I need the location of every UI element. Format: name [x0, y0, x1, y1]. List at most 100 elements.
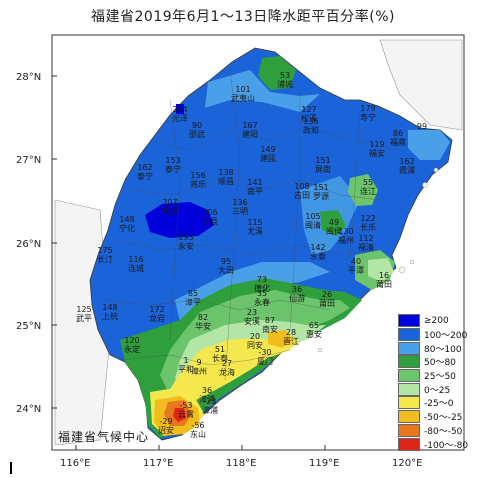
legend-item: 0～25 — [398, 382, 468, 396]
legend-item: -25～0 — [398, 396, 468, 410]
station-name: 宁化 — [119, 223, 135, 233]
zone-minus50-minus25-xiamen — [268, 330, 295, 348]
latitude-labels: 28°N 27°N 26°N 25°N 24°N — [16, 72, 41, 415]
station-name: 晋江 — [283, 337, 299, 346]
station-value: 149 — [260, 145, 275, 154]
station-name: 德化 — [254, 283, 270, 293]
station-name: 龙海 — [219, 367, 235, 377]
station-value: 55 — [363, 178, 373, 187]
station-name: 屏南 — [315, 164, 331, 174]
station-value: 122 — [360, 214, 375, 223]
station-value: 99 — [417, 122, 427, 131]
station-labels: 53浦城101武夷山127松溪136政和179寿宁86福鼎99204光泽90邵武… — [76, 71, 427, 439]
station-value: 20 — [250, 332, 260, 341]
station-label: 9漳州 — [191, 358, 207, 376]
station-name: 闽侯 — [326, 227, 342, 236]
station-name: 莆田 — [376, 279, 392, 289]
legend-swatch — [398, 341, 420, 355]
zone-minus100-minus80 — [173, 408, 186, 422]
station-name: 华安 — [195, 321, 211, 331]
station-value: 26 — [322, 290, 332, 299]
station-name: 同安 — [247, 340, 263, 350]
station-value: 36 — [202, 386, 212, 395]
station-name: 建阳 — [242, 129, 258, 139]
station-name: 罗源 — [313, 192, 329, 201]
station-name: 上杭 — [102, 311, 118, 321]
lon-tick: 116°E — [60, 458, 90, 469]
legend-label: 100～200 — [424, 331, 468, 342]
legend-label: 0～25 — [424, 385, 451, 396]
legend-swatch — [398, 355, 420, 369]
station-name: 连城 — [128, 263, 144, 273]
zone-0-25-pingtan — [368, 258, 394, 282]
station-value: 101 — [235, 85, 250, 94]
cursor-mark — [10, 462, 12, 474]
station-value: 156 — [190, 171, 205, 180]
station-name: 漳平 — [185, 297, 201, 307]
station-value: 119 — [369, 140, 384, 149]
station-value: 28 — [286, 328, 296, 337]
station-value: -56 — [191, 421, 204, 430]
station-value: 172 — [149, 305, 164, 314]
station-name: 连江 — [360, 186, 376, 196]
station-value: 116 — [128, 255, 143, 264]
legend-item: 50～80 — [398, 355, 468, 369]
station-name: 诏安 — [158, 425, 174, 435]
station-name: 云霄 — [178, 410, 194, 419]
station-value: 35 — [257, 289, 267, 298]
station-value: 162 — [137, 163, 152, 172]
station-name: 福清 — [358, 242, 374, 252]
legend-swatch — [398, 369, 420, 383]
station-value: 151 — [315, 156, 330, 165]
station-value: 16 — [379, 271, 389, 280]
station-value: 148 — [119, 215, 134, 224]
station-name: 福安 — [369, 148, 385, 158]
legend-swatch — [398, 396, 420, 410]
station-name: 长乐 — [360, 222, 376, 232]
legend-item: -100～-80 — [398, 437, 468, 451]
station-value: 153 — [165, 156, 180, 165]
lat-tick: 27°N — [16, 155, 41, 166]
station-value: 130 — [338, 227, 353, 236]
station-value: 112 — [358, 234, 373, 243]
station-value: -30 — [258, 348, 271, 357]
station-name: 政和 — [303, 125, 319, 135]
station-name: 闽清 — [305, 220, 321, 230]
station-name: 东山 — [190, 429, 206, 439]
legend-label: 50～80 — [424, 358, 456, 369]
zone-west-blue — [120, 250, 200, 300]
station-label: 1平和 — [178, 356, 194, 374]
zone-200-plus-north — [176, 104, 184, 114]
station-name: 仙游 — [289, 293, 305, 303]
station-name: 泰宁 — [165, 164, 181, 174]
station-name: 福州 — [338, 236, 354, 245]
station-name: 平潭 — [348, 266, 364, 275]
station-value: 86 — [393, 129, 403, 138]
station-name: 永定 — [124, 344, 140, 354]
station-value: -53 — [179, 401, 192, 410]
